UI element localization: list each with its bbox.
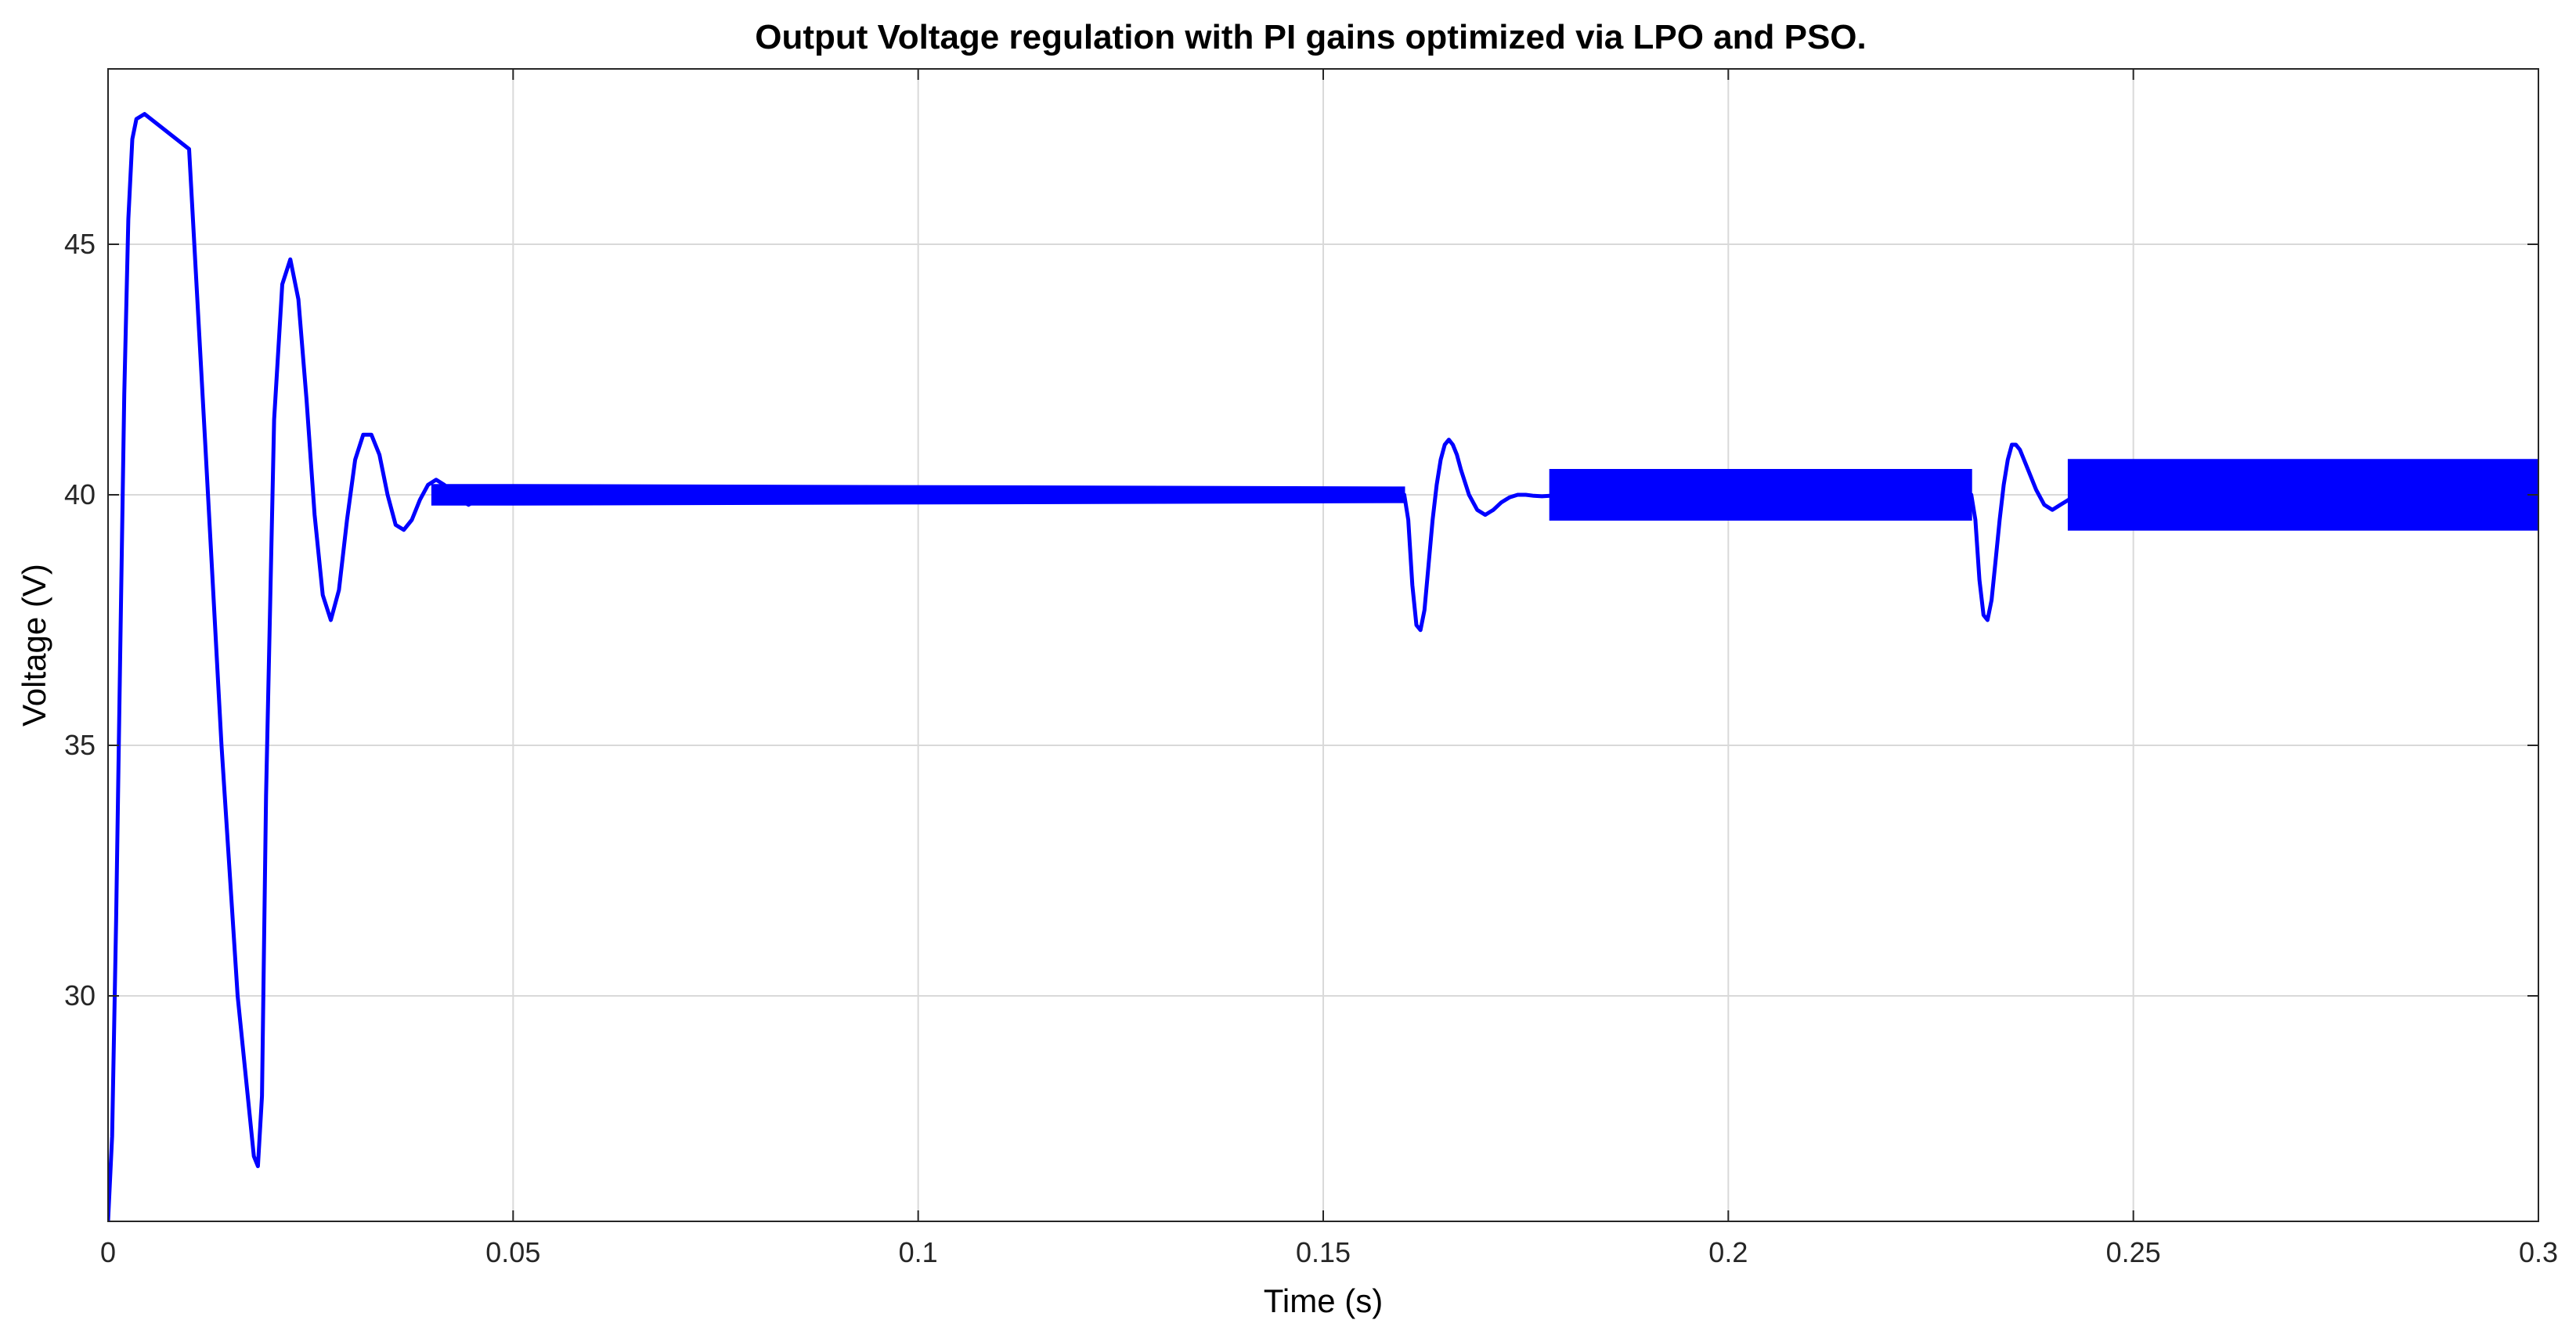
x-tick-label: 0.3 xyxy=(2519,1236,2558,1268)
series-line-voltage xyxy=(108,112,2538,1221)
y-tick-label: 30 xyxy=(64,979,96,1012)
y-tick-label: 45 xyxy=(64,228,96,260)
x-tick-label: 0 xyxy=(100,1236,116,1268)
y-tick-label: 40 xyxy=(64,478,96,510)
x-tick-label: 0.2 xyxy=(1708,1236,1748,1268)
series-group xyxy=(108,112,2538,1221)
x-tick-label: 0.05 xyxy=(485,1236,540,1268)
y-axis-label: Voltage (V) xyxy=(16,564,52,727)
chart-title: Output Voltage regulation with PI gains … xyxy=(755,18,1867,56)
x-tick-label: 0.15 xyxy=(1296,1236,1351,1268)
y-tick-label: 35 xyxy=(64,729,96,761)
x-tick-label: 0.25 xyxy=(2106,1236,2161,1268)
x-axis-label: Time (s) xyxy=(1264,1282,1383,1319)
ticks: 0 0.05 0.1 0.15 0.2 0.25 0.3 30 35 40 45 xyxy=(64,69,2558,1268)
x-tick-label: 0.1 xyxy=(899,1236,938,1268)
